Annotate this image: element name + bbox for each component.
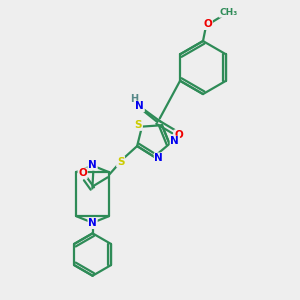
Text: H: H [130, 94, 139, 104]
Text: O: O [203, 19, 212, 29]
Text: S: S [117, 157, 124, 167]
Text: O: O [174, 130, 183, 140]
Text: N: N [135, 101, 144, 111]
Text: O: O [78, 168, 87, 178]
Text: CH₃: CH₃ [219, 8, 237, 17]
Text: N: N [88, 160, 97, 170]
Text: N: N [154, 153, 163, 163]
Text: N: N [88, 218, 97, 228]
Text: S: S [135, 120, 142, 130]
Text: N: N [170, 136, 179, 146]
